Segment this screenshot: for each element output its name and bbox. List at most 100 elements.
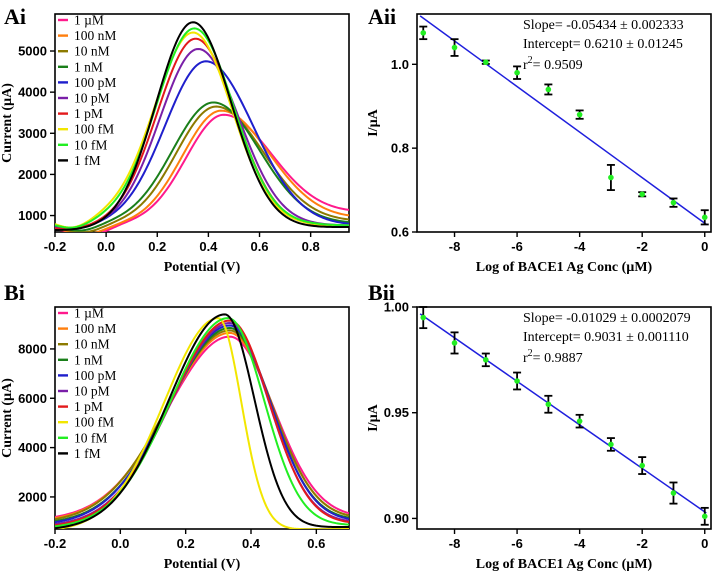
- data-point: [420, 314, 427, 321]
- legend-label: 1 nM: [74, 59, 103, 74]
- y-tick-label: 4000: [18, 440, 47, 455]
- y-tick-label: 6000: [18, 391, 47, 406]
- series-line-10-fM: [55, 317, 349, 528]
- legend-label: 10 pM: [74, 384, 110, 399]
- x-tick-label: 0: [701, 536, 708, 551]
- legend-label: 10 nM: [74, 44, 110, 59]
- legend-label: 10 fM: [74, 137, 107, 152]
- x-tick-label: -8: [449, 536, 461, 551]
- legend-label: 10 fM: [74, 430, 107, 445]
- annotation-intercept: Intercept= 0.9031 ± 0.001110: [523, 330, 689, 345]
- x-tick-label: -2: [636, 536, 648, 551]
- y-tick-label: 1.00: [384, 300, 409, 315]
- series-line-100-fM: [55, 31, 349, 229]
- legend-label: 100 pM: [74, 368, 116, 383]
- legend-label: 100 pM: [74, 75, 116, 90]
- series-line-10-nM: [55, 105, 349, 232]
- legend-label: 1 fM: [74, 153, 101, 168]
- data-point: [608, 174, 614, 181]
- data-point: [483, 59, 489, 66]
- chart-panel-Ai: -0.2 0.0 0.2 0.4 0.6 0.8 1000 2000 3000 4000 5000 P…: [0, 13, 350, 275]
- y-tick-label: 3000: [18, 126, 47, 141]
- data-point: [576, 418, 583, 424]
- plot-frame-Bii: [416, 306, 712, 530]
- y-tick-label: 0.6: [391, 225, 409, 240]
- x-tick-label: 0.6: [250, 239, 268, 254]
- x-tick-label: -4: [574, 536, 586, 551]
- data-point: [420, 30, 427, 36]
- x-tick-label: 0: [701, 239, 708, 254]
- y-axis-label: Current (µA): [0, 378, 15, 458]
- legend-label: 100 fM: [74, 415, 114, 430]
- annotation-r2: r2= 0.9509: [523, 55, 583, 73]
- y-tick-label: 2000: [18, 489, 47, 504]
- y-tick-label: 0.8: [391, 141, 409, 156]
- x-axis-label: Log of BACE1 Ag Conc (µM): [476, 260, 653, 275]
- x-axis-label: Potential (V): [164, 557, 241, 572]
- panel-label-Bi: Bi: [4, 280, 25, 305]
- series-group: [55, 21, 349, 232]
- x-tick-label: -2: [636, 239, 648, 254]
- data-point: [451, 340, 458, 346]
- data-point: [670, 199, 677, 206]
- panel-label-Aii: Aii: [368, 4, 396, 29]
- series-line-100-nM: [55, 109, 349, 232]
- legend-label: 100 fM: [74, 122, 114, 137]
- series-line-1-pM: [55, 319, 349, 527]
- data-point: [545, 401, 552, 408]
- x-tick-label: -6: [511, 536, 523, 551]
- chart-panel-Aii: -8 -6 -4 -2 0 0.6 0.8 1.0 Log of BACE1 Ag Conc (…: [366, 13, 712, 275]
- x-tick-label: -8: [449, 239, 461, 254]
- y-tick-label: 2000: [18, 167, 47, 182]
- y-tick-label: 0.95: [384, 405, 409, 420]
- x-tick-label: -0.2: [44, 239, 66, 254]
- data-point: [514, 378, 520, 384]
- y-axis-label: I/µA: [366, 108, 381, 136]
- legend-label: 1 nM: [74, 352, 103, 367]
- y-axis-label: I/µA: [366, 403, 381, 431]
- series-line-1-fM: [55, 21, 349, 231]
- legend-label: 1 pM: [74, 106, 103, 121]
- x-tick-label: -6: [511, 239, 523, 254]
- data-point: [483, 357, 489, 363]
- y-tick-label: 1.0: [391, 57, 409, 72]
- plot-frame-Bi: [54, 306, 350, 530]
- series-line-1-µM: [55, 113, 349, 232]
- panel-label-Ai: Ai: [4, 4, 26, 29]
- data-point: [608, 441, 614, 448]
- x-tick-label: 0.8: [302, 239, 320, 254]
- plot-frame-Aii: [416, 13, 712, 233]
- series-group: [55, 313, 349, 529]
- y-tick-label: 5000: [18, 44, 47, 59]
- x-tick-label: 0.0: [111, 536, 129, 551]
- x-tick-label: 0.0: [97, 239, 115, 254]
- panel-label-Bii: Bii: [368, 280, 395, 305]
- data-point: [639, 462, 645, 469]
- legend-label: 100 nM: [74, 28, 116, 43]
- legend-label: 1 fM: [74, 446, 101, 461]
- annotation-r2: r2= 0.9887: [523, 348, 583, 366]
- annotation-intercept: Intercept= 0.6210 ± 0.01245: [523, 37, 683, 52]
- fit-line: [419, 313, 707, 514]
- chart-panel-Bi: -0.2 0.0 0.2 0.4 0.6 2000 4000 6000 8000 Potentia…: [0, 306, 350, 572]
- x-tick-label: 0.4: [199, 239, 218, 254]
- legend-label: 1 pM: [74, 399, 103, 414]
- x-tick-label: 0.2: [148, 239, 166, 254]
- x-axis-label: Log of BACE1 Ag Conc (µM): [476, 557, 653, 572]
- series-line-1-fM: [55, 313, 349, 529]
- data-point: [670, 490, 677, 496]
- data-point: [701, 214, 708, 221]
- x-tick-label: 0.4: [242, 536, 261, 551]
- data-point: [639, 191, 645, 198]
- y-tick-label: 0.90: [384, 511, 409, 526]
- y-axis-label: Current (µA): [0, 83, 15, 163]
- y-tick-label: 1000: [18, 208, 47, 223]
- data-point: [701, 513, 708, 520]
- x-tick-label: -0.2: [44, 536, 66, 551]
- legend-label: 10 pM: [74, 91, 110, 106]
- data-point: [451, 44, 458, 51]
- fit-line: [419, 15, 707, 225]
- plot-frame-Ai: [54, 13, 350, 233]
- legend-label: 1 µM: [74, 13, 104, 28]
